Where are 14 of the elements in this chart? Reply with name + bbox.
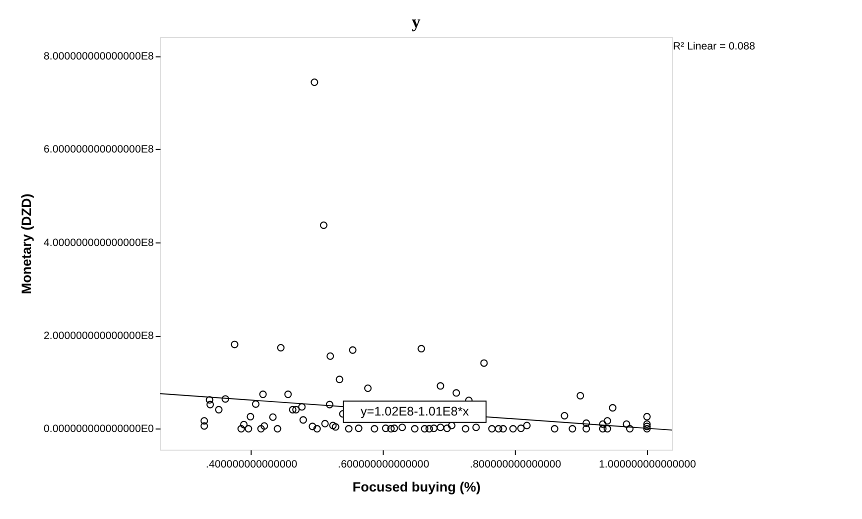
x-tick-label: 1.000000000000000 — [598, 458, 696, 471]
x-tick-label: .400000000000000 — [206, 458, 298, 471]
text: R² Linear = 0.088 — [673, 40, 756, 53]
y-tick-label: 6.000000000000000E8 — [44, 144, 154, 156]
y-tick-label: 0.000000000000000E0 — [44, 423, 154, 436]
chart-title: y — [412, 12, 421, 32]
annotation: y=1.02E8-1.01E8*x — [360, 404, 470, 419]
y-tick-label: 2.000000000000000E8 — [44, 330, 154, 342]
y-tick-label: 4.000000000000000E8 — [44, 236, 154, 249]
y-axis-title: Monetary (DZD) — [18, 194, 34, 294]
x-axis-title: Focused buying (%) — [352, 480, 481, 495]
x-tick-label: .600000000000000 — [338, 458, 430, 471]
y-tick-label: 8.000000000000000E8 — [44, 50, 154, 63]
x-tick-label: .800000000000000 — [470, 458, 562, 471]
